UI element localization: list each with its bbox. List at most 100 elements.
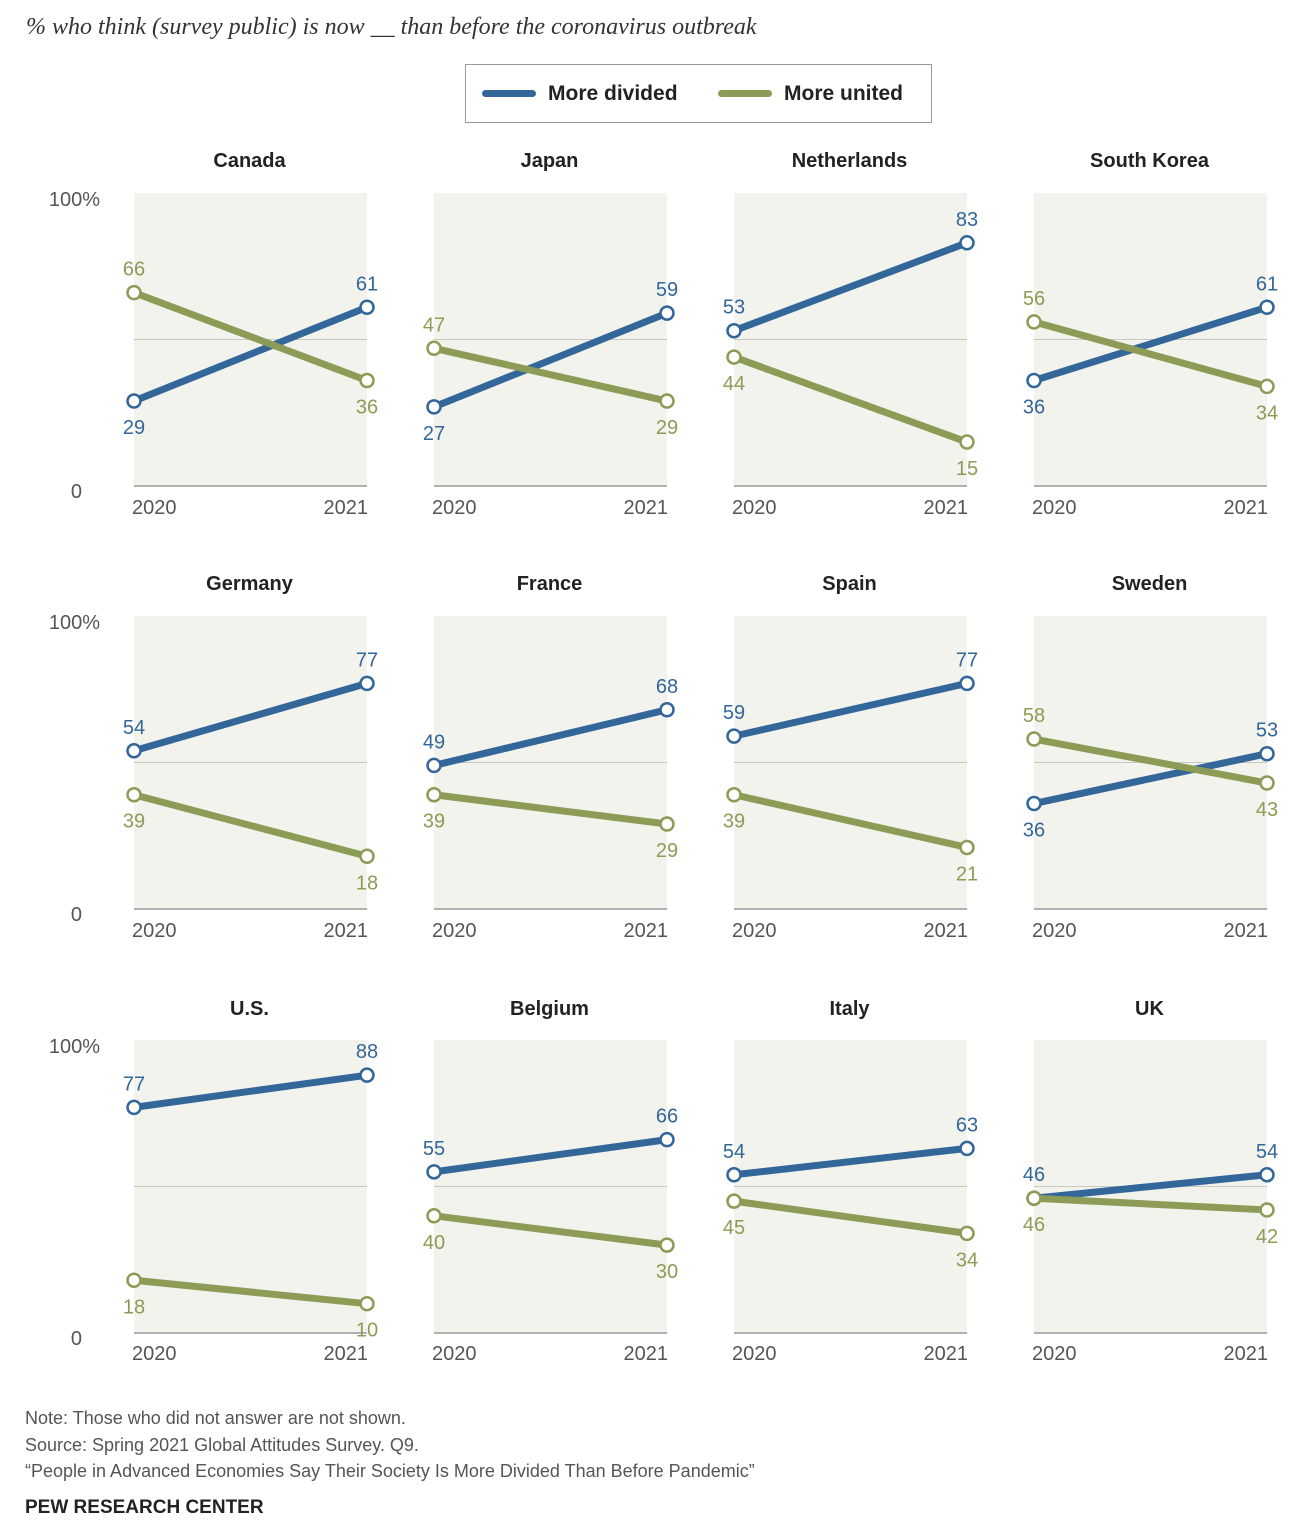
data-label-divided-2020-uk: 46 bbox=[1023, 1164, 1045, 1186]
series-line-divided-germany bbox=[130, 679, 371, 755]
x-tick-2021-u-s: 2021 bbox=[324, 1343, 369, 1365]
panel-title-japan: Japan bbox=[521, 150, 579, 172]
series-line-united-spain bbox=[730, 791, 971, 851]
legend-label-divided: More divided bbox=[548, 81, 678, 105]
point-divided-2020-belgium bbox=[426, 1164, 442, 1180]
panel-title-germany: Germany bbox=[206, 573, 294, 595]
legend-item-united: More united bbox=[718, 65, 903, 122]
point-united-2020-belgium bbox=[426, 1208, 442, 1224]
footer-note: Note: Those who did not answer are not s… bbox=[25, 1408, 406, 1428]
point-united-2020-canada bbox=[126, 284, 142, 301]
panel-title-spain: Spain bbox=[822, 573, 876, 595]
data-label-divided-2020-belgium: 55 bbox=[423, 1138, 445, 1160]
series-line-divided-spain bbox=[730, 679, 971, 740]
data-label-united-2021-uk: 42 bbox=[1256, 1226, 1278, 1248]
x-tick-2020-canada: 2020 bbox=[132, 497, 177, 519]
data-label-divided-2020-south-korea: 36 bbox=[1023, 397, 1045, 419]
small-multiples-chart: Canada 2020 2021 100% 0 29 66 61 36 Japan 2020 2021… bbox=[49, 150, 1278, 1365]
x-tick-2020-u-s: 2020 bbox=[132, 1343, 177, 1365]
x-tick-2020-belgium: 2020 bbox=[432, 1343, 477, 1365]
point-divided-2021-germany bbox=[359, 675, 375, 692]
panel-title-uk: UK bbox=[1135, 998, 1164, 1020]
series-line-divided-japan bbox=[430, 309, 671, 411]
y-tick-100-row0: 100% bbox=[49, 189, 100, 211]
data-label-united-2021-italy: 34 bbox=[956, 1249, 978, 1271]
panel-title-u-s: U.S. bbox=[230, 998, 269, 1020]
x-tick-2021-sweden: 2021 bbox=[1224, 920, 1269, 942]
y-tick-0-row2: 0 bbox=[71, 1328, 82, 1350]
data-label-divided-2020-spain: 59 bbox=[723, 702, 745, 724]
point-divided-2020-south-korea bbox=[1026, 372, 1042, 389]
data-label-united-2021-spain: 21 bbox=[956, 863, 978, 885]
panel-title-belgium: Belgium bbox=[510, 998, 589, 1020]
data-label-divided-2020-sweden: 36 bbox=[1023, 820, 1045, 842]
point-united-2021-uk bbox=[1259, 1202, 1275, 1218]
point-divided-2021-italy bbox=[959, 1140, 975, 1157]
x-tick-2020-japan: 2020 bbox=[432, 497, 477, 519]
series-line-divided-sweden bbox=[1030, 750, 1271, 808]
data-label-divided-2020-japan: 27 bbox=[423, 423, 445, 445]
point-united-2020-uk bbox=[1026, 1190, 1042, 1206]
series-line-united-germany bbox=[130, 791, 371, 860]
data-label-united-2021-sweden: 43 bbox=[1256, 799, 1278, 821]
point-united-2021-south-korea bbox=[1259, 378, 1275, 395]
data-label-united-2021-germany: 18 bbox=[356, 872, 378, 894]
point-divided-2021-uk bbox=[1259, 1167, 1275, 1183]
x-tick-2020-france: 2020 bbox=[432, 920, 477, 942]
point-united-2021-germany bbox=[359, 848, 375, 865]
data-label-divided-2021-uk: 54 bbox=[1256, 1141, 1278, 1163]
series-line-divided-italy bbox=[730, 1144, 971, 1179]
point-divided-2021-france bbox=[659, 702, 675, 718]
x-tick-2021-germany: 2021 bbox=[324, 920, 369, 942]
legend-swatch-united bbox=[718, 90, 772, 97]
x-tick-2020-uk: 2020 bbox=[1032, 1343, 1077, 1365]
series-line-divided-south-korea bbox=[1030, 303, 1271, 385]
point-united-2020-italy bbox=[726, 1193, 742, 1209]
point-divided-2020-italy bbox=[726, 1167, 742, 1183]
data-label-divided-2021-u-s: 88 bbox=[356, 1041, 378, 1063]
data-label-united-2020-japan: 47 bbox=[423, 314, 445, 336]
footer-report-title: “People in Advanced Economies Say Their … bbox=[25, 1461, 755, 1481]
series-line-united-canada bbox=[130, 289, 371, 385]
x-tick-2020-south-korea: 2020 bbox=[1032, 497, 1077, 519]
data-label-united-2020-belgium: 40 bbox=[423, 1232, 445, 1254]
point-united-2020-germany bbox=[126, 786, 142, 803]
point-united-2021-spain bbox=[959, 839, 975, 856]
point-divided-2021-japan bbox=[659, 305, 675, 321]
point-united-2021-sweden bbox=[1259, 775, 1275, 791]
legend-item-divided: More divided bbox=[482, 65, 678, 122]
legend: More divided More united bbox=[465, 64, 932, 123]
series-line-divided-belgium bbox=[430, 1136, 671, 1176]
panel-title-canada: Canada bbox=[213, 150, 286, 172]
y-tick-0-row1: 0 bbox=[71, 904, 82, 926]
series-line-united-uk bbox=[1030, 1194, 1271, 1214]
data-label-divided-2021-spain: 77 bbox=[956, 649, 978, 671]
data-label-united-2021-canada: 36 bbox=[356, 397, 378, 419]
point-divided-2020-france bbox=[426, 757, 442, 774]
x-tick-2021-uk: 2021 bbox=[1224, 1343, 1269, 1365]
panel-title-france: France bbox=[517, 573, 583, 595]
y-tick-100-row1: 100% bbox=[49, 612, 100, 634]
data-label-divided-2021-belgium: 66 bbox=[656, 1106, 678, 1128]
point-divided-2021-netherlands bbox=[959, 235, 975, 251]
data-label-united-2020-netherlands: 44 bbox=[723, 373, 745, 395]
point-divided-2020-japan bbox=[426, 399, 442, 415]
data-label-divided-2020-netherlands: 53 bbox=[723, 297, 745, 319]
point-united-2020-sweden bbox=[1026, 731, 1042, 747]
data-label-united-2020-sweden: 58 bbox=[1023, 705, 1045, 727]
point-divided-2021-belgium bbox=[659, 1131, 675, 1148]
point-united-2021-u-s bbox=[359, 1295, 375, 1312]
data-label-united-2021-france: 29 bbox=[656, 840, 678, 862]
x-tick-2021-south-korea: 2021 bbox=[1224, 497, 1269, 519]
legend-label-united: More united bbox=[784, 81, 903, 105]
y-tick-100-row2: 100% bbox=[49, 1036, 100, 1058]
data-label-divided-2020-italy: 54 bbox=[723, 1141, 745, 1163]
data-label-united-2021-netherlands: 15 bbox=[956, 458, 978, 480]
point-divided-2020-u-s bbox=[126, 1099, 142, 1116]
data-label-divided-2021-canada: 61 bbox=[356, 273, 378, 295]
point-united-2020-france bbox=[426, 786, 442, 803]
point-divided-2021-south-korea bbox=[1259, 299, 1275, 316]
data-label-united-2020-u-s: 18 bbox=[123, 1296, 145, 1318]
series-line-divided-netherlands bbox=[730, 239, 971, 335]
x-tick-2021-canada: 2021 bbox=[324, 497, 369, 519]
